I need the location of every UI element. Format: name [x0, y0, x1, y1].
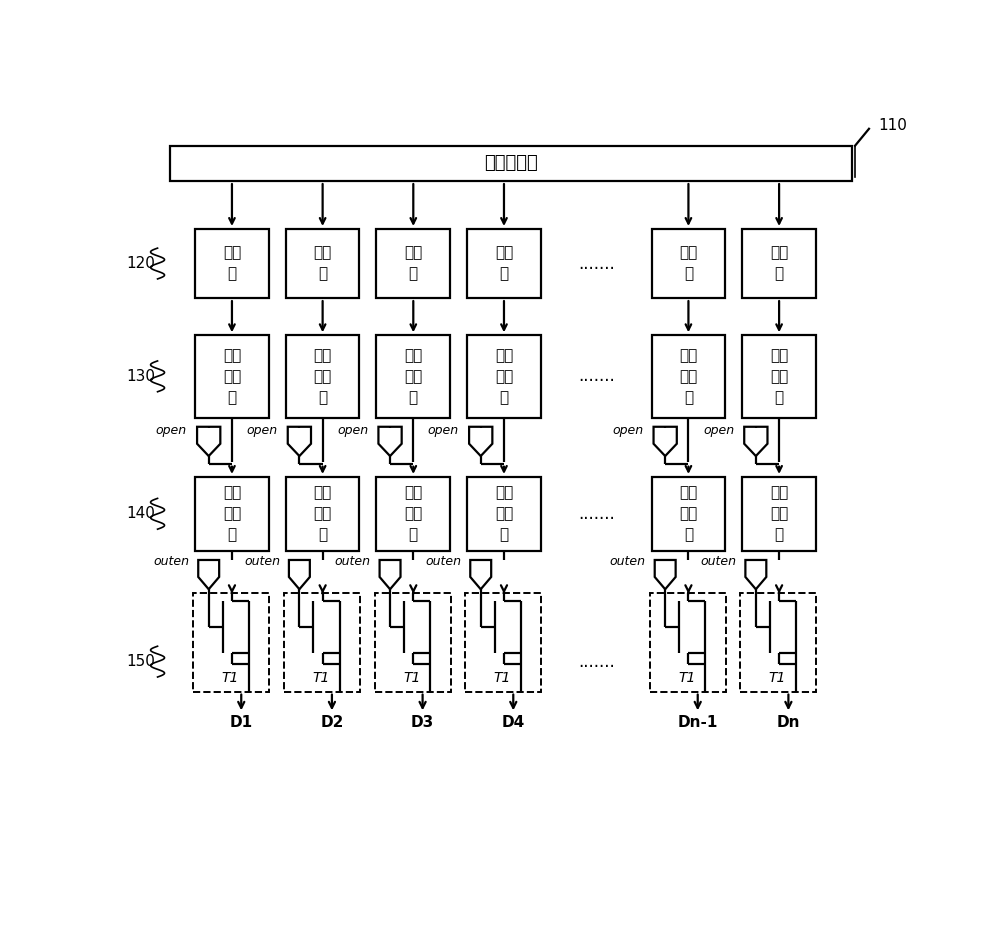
Text: D3: D3 — [411, 715, 434, 730]
Text: open: open — [337, 424, 368, 437]
Bar — [286, 477, 359, 551]
Text: 150: 150 — [126, 654, 155, 669]
Text: T1: T1 — [769, 671, 786, 685]
Text: Dn: Dn — [777, 715, 800, 730]
Text: T1: T1 — [494, 671, 511, 685]
Text: 输出
缓冲
器: 输出 缓冲 器 — [679, 486, 698, 542]
Text: 140: 140 — [126, 506, 155, 521]
Text: outen: outen — [610, 555, 646, 568]
Text: open: open — [156, 424, 187, 437]
Text: 输出
缓冲
器: 输出 缓冲 器 — [495, 486, 513, 542]
Bar — [376, 336, 450, 418]
Text: 110: 110 — [878, 118, 907, 133]
Text: open: open — [612, 424, 643, 437]
Bar — [652, 336, 725, 418]
Text: T1: T1 — [222, 671, 239, 685]
Text: T1: T1 — [312, 671, 330, 685]
Text: 锁存
器: 锁存 器 — [679, 245, 698, 281]
Text: 输出
缓冲
器: 输出 缓冲 器 — [223, 486, 241, 542]
Text: outen: outen — [335, 555, 371, 568]
Text: T1: T1 — [403, 671, 420, 685]
Text: open: open — [428, 424, 459, 437]
Text: outen: outen — [700, 555, 736, 568]
Text: .......: ....... — [578, 254, 615, 272]
Text: 锁存
器: 锁存 器 — [314, 245, 332, 281]
Bar — [465, 593, 541, 692]
Bar — [652, 477, 725, 551]
Text: 130: 130 — [126, 369, 155, 384]
Bar — [376, 477, 450, 551]
Bar — [375, 593, 450, 692]
Bar — [170, 145, 852, 181]
Bar — [467, 336, 541, 418]
Text: 锁存
器: 锁存 器 — [404, 245, 422, 281]
Text: D2: D2 — [320, 715, 344, 730]
Bar — [193, 593, 269, 692]
Bar — [467, 229, 541, 298]
Text: 120: 120 — [126, 256, 155, 271]
Text: 输出
缓冲
器: 输出 缓冲 器 — [404, 486, 422, 542]
Bar — [742, 477, 816, 551]
Text: 锁存
器: 锁存 器 — [495, 245, 513, 281]
Text: 锁存
器: 锁存 器 — [770, 245, 788, 281]
Text: open: open — [703, 424, 734, 437]
Bar — [195, 336, 269, 418]
Text: D4: D4 — [502, 715, 525, 730]
Bar — [742, 229, 816, 298]
Text: 输出
缓冲
器: 输出 缓冲 器 — [314, 486, 332, 542]
Text: outen: outen — [425, 555, 461, 568]
Text: 锁存
器: 锁存 器 — [223, 245, 241, 281]
Bar — [195, 229, 269, 298]
Text: 输出
缓冲
器: 输出 缓冲 器 — [770, 486, 788, 542]
Bar — [286, 229, 359, 298]
Text: .......: ....... — [578, 505, 615, 523]
Text: 移位寄存器: 移位寄存器 — [484, 155, 538, 172]
Text: 数模
转换
器: 数模 转换 器 — [314, 348, 332, 404]
Text: outen: outen — [244, 555, 280, 568]
Text: .......: ....... — [578, 652, 615, 671]
Text: 数模
转换
器: 数模 转换 器 — [770, 348, 788, 404]
Bar — [286, 336, 359, 418]
Text: 数模
转换
器: 数模 转换 器 — [223, 348, 241, 404]
Text: 数模
转换
器: 数模 转换 器 — [404, 348, 422, 404]
Bar — [195, 477, 269, 551]
Bar — [376, 229, 450, 298]
Text: Dn-1: Dn-1 — [678, 715, 718, 730]
Text: T1: T1 — [678, 671, 696, 685]
Text: outen: outen — [153, 555, 189, 568]
Bar — [650, 593, 726, 692]
Text: .......: ....... — [578, 367, 615, 385]
Text: 数模
转换
器: 数模 转换 器 — [679, 348, 698, 404]
Bar — [740, 593, 816, 692]
Text: 数模
转换
器: 数模 转换 器 — [495, 348, 513, 404]
Text: open: open — [247, 424, 278, 437]
Bar — [284, 593, 360, 692]
Bar — [467, 477, 541, 551]
Bar — [742, 336, 816, 418]
Text: D1: D1 — [230, 715, 253, 730]
Bar — [652, 229, 725, 298]
